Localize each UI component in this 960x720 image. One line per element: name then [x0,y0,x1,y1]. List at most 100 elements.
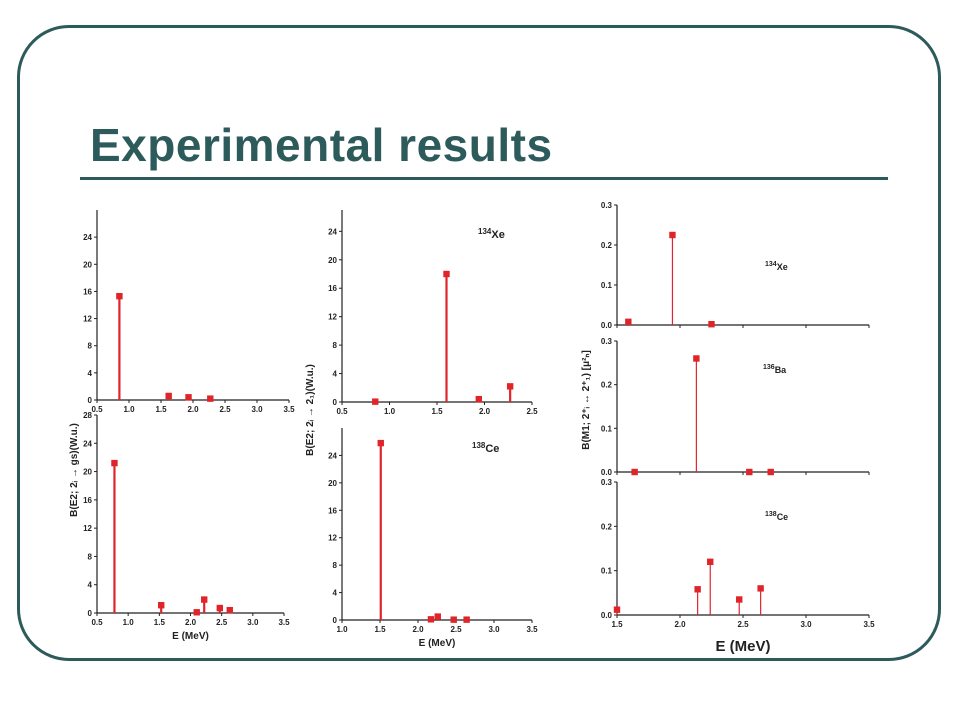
isotope-label: 136Ba [763,364,787,375]
x-axis-label: E (MeV) [419,638,456,649]
x-tick-label: 2.0 [185,618,197,627]
x-tick-label: 3.5 [278,618,290,627]
y-tick-label: 0.0 [601,611,613,620]
data-point [669,231,676,239]
y-tick-label: 4 [88,369,93,378]
data-point [757,585,764,592]
data-point [201,596,208,603]
data-point [372,398,379,405]
y-tick-label: 0.1 [601,424,613,433]
y-tick-label: 4 [333,589,338,598]
data-point [111,459,118,467]
x-tick-label: 1.5 [154,618,166,627]
isotope-label: 134Xe [765,261,788,272]
y-tick-label: 20 [83,468,92,477]
x-tick-label: 1.5 [431,407,443,416]
y-tick-label: 12 [328,534,337,543]
x-tick-label: 2.5 [216,618,228,627]
y-tick-label: 20 [328,256,337,265]
isotope-label: 138Ce [765,511,788,522]
y-tick-label: 0.1 [601,281,613,290]
data-point [216,604,223,612]
data-point [443,270,450,278]
x-tick-label: 0.5 [91,405,103,414]
x-tick-label: 2.5 [737,620,749,629]
data-point [116,292,123,300]
y-tick-label: 24 [328,227,337,236]
x-tick-label: 3.0 [488,625,500,634]
y-tick-label: 28 [83,411,92,420]
data-point [377,439,384,447]
chart-e2-21-top: 0 4 8 12 16 20 24 0.5 1.0 1.5 2.0 2.5 134Xe [328,210,538,416]
data-point [506,383,514,390]
data-point [450,616,457,623]
slide-frame [17,25,941,661]
chart-m1-ce: 0.0 0.1 0.2 0.3 1.5 2.0 2.5 3.0 3.5 E (MeV) 138Ce [601,478,875,655]
right-ylabel-layer: B(M1; 2⁺ᵢ ↔ 2⁺₁) [μ²ₙ] [581,350,592,450]
data-point [625,318,632,325]
left-ylabel: B(E2; 2ᵢ → gs)(W.u.) [69,423,80,517]
y-tick-label: 4 [333,370,338,379]
chart-m1-ba: 0.0 0.1 0.2 0.3 136Ba [601,337,870,477]
x-tick-label: 3.5 [863,620,875,629]
y-tick-label: 8 [333,561,338,570]
right-ylabel: B(M1; 2⁺ᵢ ↔ 2⁺₁) [μ²ₙ] [581,350,592,450]
x-tick-label: 0.5 [336,407,348,416]
data-point [165,392,172,400]
x-tick-label: 1.0 [123,618,135,627]
y-tick-label: 0.2 [601,522,613,531]
y-tick-label: 0.2 [601,241,613,250]
y-tick-label: 0 [333,398,338,407]
data-point [694,586,701,593]
y-tick-label: 20 [83,260,92,269]
chart-m1-xe: 0.0 0.1 0.2 0.3 134Xe [601,201,870,330]
x-tick-label: 2.5 [219,405,231,414]
x-tick-label: 3.5 [283,405,295,414]
data-point [463,616,470,623]
x-tick-label: 2.5 [526,407,538,416]
x-tick-label: 3.5 [526,625,538,634]
data-point [434,613,441,620]
x-axis-label: E (MeV) [172,631,209,642]
x-tick-label: 3.0 [251,405,263,414]
data-point [707,558,714,565]
isotope-label: 138Ce [472,441,499,455]
data-point [226,606,233,614]
x-tick-label: 1.0 [384,407,396,416]
x-tick-label: 1.5 [611,620,623,629]
x-axis-label: E (MeV) [715,638,770,655]
y-tick-label: 8 [88,342,93,351]
y-tick-label: 0.0 [601,321,613,330]
x-tick-label: 2.0 [187,405,199,414]
data-point [427,616,435,623]
y-tick-label: 0.3 [601,201,613,210]
y-tick-label: 24 [83,233,92,242]
y-tick-label: 16 [83,496,92,505]
x-tick-label: 1.5 [374,625,386,634]
chart-e2-21-bottom: 0 4 8 12 16 20 24 1.0 1.5 2.0 2.5 3.0 3.5 E (MeV) 138C… [328,428,538,649]
chart-e2-gs-top: 0 4 8 12 16 20 24 0.5 1.0 1.5 2.0 2.5 3.0 3.5 [83,210,295,414]
y-tick-label: 12 [328,313,337,322]
data-point [185,394,192,401]
y-tick-label: 16 [83,287,92,296]
data-point [693,355,700,362]
y-tick-label: 0 [333,616,338,625]
slide-title: Experimental results [90,119,553,171]
data-point [708,321,715,328]
x-tick-label: 1.0 [336,625,348,634]
middle-ylabel: B(E2; 2ᵢ → 2₁)(W.u.) [305,364,316,456]
x-tick-label: 2.5 [450,625,462,634]
x-tick-label: 2.0 [674,620,686,629]
middle-ylabel-layer: B(E2; 2ᵢ → 2₁)(W.u.) [305,364,316,456]
x-tick-label: 2.0 [412,625,424,634]
data-point [736,596,743,603]
y-tick-label: 20 [328,479,337,488]
y-tick-label: 16 [328,506,337,515]
y-tick-label: 0 [88,609,93,618]
y-tick-label: 8 [88,552,93,561]
y-tick-label: 0.3 [601,337,613,346]
title-underline [80,177,888,180]
x-tick-label: 1.0 [123,405,135,414]
y-tick-label: 12 [83,315,92,324]
left-ylabel-layer: B(E2; 2ᵢ → gs)(W.u.) [69,423,80,517]
